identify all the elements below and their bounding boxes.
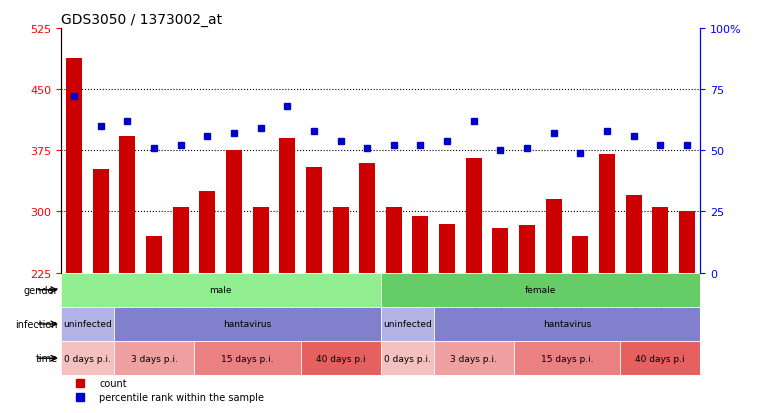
Bar [66,59,82,273]
Bar [93,170,109,273]
Bar [519,226,535,273]
Bar [359,163,375,273]
Bar [253,208,269,273]
Text: 15 days p.i.: 15 days p.i. [540,354,594,363]
Bar [146,236,162,273]
Bar [466,159,482,273]
FancyBboxPatch shape [61,307,114,341]
Text: hantavirus: hantavirus [223,320,272,329]
FancyBboxPatch shape [61,341,114,375]
Bar [306,167,322,273]
Text: 3 days p.i.: 3 days p.i. [451,354,497,363]
FancyBboxPatch shape [61,273,380,307]
Text: female: female [524,285,556,294]
Text: 0 days p.i.: 0 days p.i. [64,354,111,363]
Text: 40 days p.i: 40 days p.i [635,354,685,363]
FancyBboxPatch shape [380,307,434,341]
Text: 3 days p.i.: 3 days p.i. [131,354,177,363]
Text: count: count [99,378,127,388]
FancyBboxPatch shape [380,341,434,375]
FancyBboxPatch shape [301,341,380,375]
Bar [386,208,402,273]
Bar [279,139,295,273]
Text: time: time [36,354,58,363]
Text: GDS3050 / 1373002_at: GDS3050 / 1373002_at [61,12,222,26]
FancyBboxPatch shape [434,307,700,341]
Bar [546,200,562,273]
Text: male: male [209,285,232,294]
FancyBboxPatch shape [380,273,700,307]
Text: hantavirus: hantavirus [543,320,591,329]
FancyBboxPatch shape [620,341,700,375]
Text: uninfected: uninfected [63,320,112,329]
Text: infection: infection [15,319,58,329]
FancyBboxPatch shape [514,341,620,375]
Bar [679,212,695,273]
Bar [572,236,588,273]
FancyBboxPatch shape [194,341,301,375]
Bar [226,151,242,273]
Bar [439,224,455,273]
Bar [652,208,668,273]
FancyBboxPatch shape [434,341,514,375]
Text: 15 days p.i.: 15 days p.i. [221,354,274,363]
Text: percentile rank within the sample: percentile rank within the sample [99,392,264,402]
FancyBboxPatch shape [114,307,380,341]
Bar [173,208,189,273]
Text: 0 days p.i.: 0 days p.i. [384,354,431,363]
Text: 40 days p.i: 40 days p.i [316,354,365,363]
Text: uninfected: uninfected [383,320,431,329]
FancyBboxPatch shape [114,341,194,375]
Bar [492,228,508,273]
Bar [626,196,642,273]
Bar [599,155,615,273]
Bar [412,216,428,273]
Bar [333,208,349,273]
Bar [199,192,215,273]
Text: gender: gender [23,285,58,295]
Bar [119,137,135,273]
